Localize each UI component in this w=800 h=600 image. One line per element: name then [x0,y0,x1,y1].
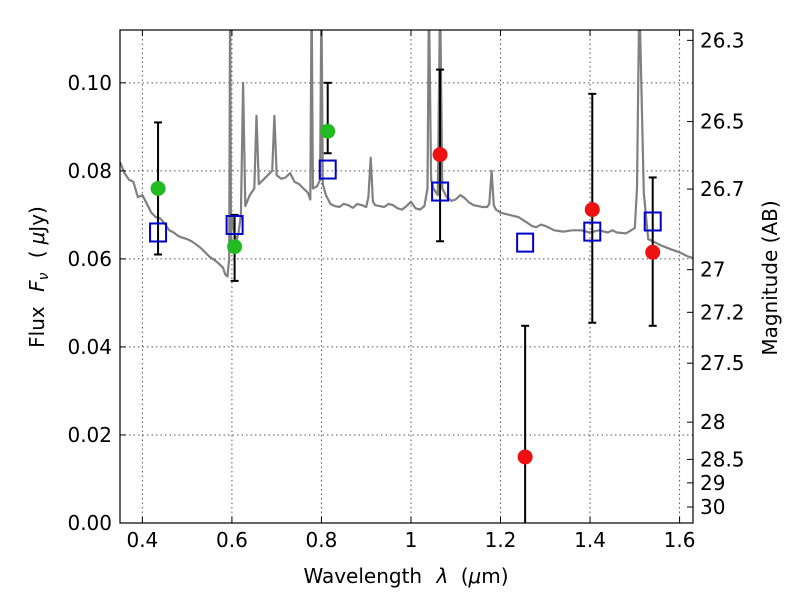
y-axis-label-unit-prefix: ( [25,250,49,258]
green-circle-marker [227,239,243,255]
green-circle-marker [150,180,166,196]
y-tick-label: 0.10 [67,71,112,95]
y-tick-label: 0.00 [67,511,112,535]
markers-layer [149,123,662,465]
x-axis-label-unit-prefix: ( [461,564,469,588]
y-axis-label-unit-mu: μ [25,232,49,246]
x-axis-label-text: Wavelength [303,564,422,588]
y-axis-label-text: Flux [25,306,49,348]
y-tick-label: 0.04 [67,335,112,359]
magnitude-axis-label: Magnitude (AB) [758,200,782,355]
model-flux-square-marker [516,232,535,253]
x-tick-label: 1.4 [574,528,606,552]
model-flux-square-marker [431,181,450,202]
x-tick-label: 1.6 [664,528,696,552]
x-axis-label-symbol: λ [435,564,448,588]
red-circle-marker [645,244,661,260]
model-flux-square-marker [318,159,337,180]
x-axis-label-unit-mu: μ [468,564,482,588]
grid [120,30,693,524]
plot-frame [119,29,694,524]
y-axis-label: Flux Fν ( μJy) [25,206,53,348]
x-tick-label: 1 [405,528,418,552]
y-tick-label: 0.08 [67,159,112,183]
model-spectrum-layer [120,30,693,278]
red-circle-marker [432,147,448,163]
model-flux-square-marker [149,222,168,243]
red-circle-marker [584,202,600,218]
model-spectrum-line [120,30,693,278]
axis-ticks: 0.4 0.6 0.8 1 1.2 1.4 1.6 0.00 0.02 0.04 0.06 0.08 0… [67,28,744,552]
model-flux-square-marker [583,221,602,242]
y-tick-label: 0.06 [67,247,112,271]
magnitude-tick-label: 26.5 [700,110,745,134]
magnitude-tick-label: 27.2 [700,300,745,324]
magnitude-tick-label: 27 [700,258,725,282]
magnitude-tick-label: 29 [700,471,725,495]
y-axis-label-symbol-sub: ν [36,272,52,280]
magnitude-tick-label: 26.3 [700,28,745,52]
x-axis-label: Wavelength λ (μm) [303,564,508,588]
x-tick-label: 0.4 [126,528,158,552]
model-flux-square-marker [643,211,662,232]
red-circle-marker [517,449,533,465]
green-circle-marker [320,123,336,139]
magnitude-tick-label: 30 [700,495,725,519]
model-flux-square-marker [225,214,244,235]
magnitude-tick-label: 26.7 [700,177,745,201]
x-axis-label-unit-suffix: m) [481,564,508,588]
y-axis-label-symbol: F [25,280,49,292]
x-tick-label: 0.6 [216,528,248,552]
y-tick-label: 0.02 [67,423,112,447]
x-tick-label: 1.2 [485,528,517,552]
magnitude-tick-label: 27.5 [700,351,745,375]
y-axis-label-unit-suffix: Jy) [25,206,49,234]
magnitude-tick-label: 28.5 [700,447,745,471]
magnitude-tick-label: 28 [700,410,725,434]
x-tick-label: 0.8 [306,528,338,552]
